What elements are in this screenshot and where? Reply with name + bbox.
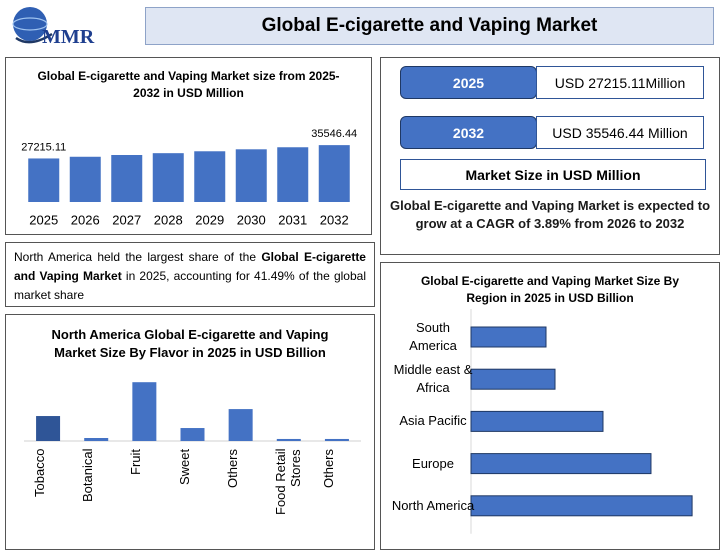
stat-year: 2032 bbox=[400, 116, 537, 149]
panel-market-size: Global E-cigarette and Vaping Market siz… bbox=[5, 57, 372, 235]
chart-area: 27215.11 2025 2026 2027 2028 2029 2030 2031 3554… bbox=[21, 128, 357, 227]
bar bbox=[235, 149, 267, 202]
x-tick-label: Fruit bbox=[128, 449, 144, 475]
x-tick-label: Tobacco bbox=[32, 449, 48, 498]
stat-value: USD 35546.44 Million bbox=[536, 116, 704, 149]
bar bbox=[276, 438, 301, 441]
bar bbox=[470, 326, 547, 348]
value-label: 27215.11 bbox=[21, 141, 66, 153]
bar bbox=[180, 428, 205, 441]
x-tick-label: 2030 bbox=[237, 212, 266, 227]
x-tick-label: 2031 bbox=[278, 212, 307, 227]
bar bbox=[28, 158, 60, 202]
logo-text: MMR bbox=[42, 26, 95, 48]
x-tick-label: 2025 bbox=[29, 212, 58, 227]
x-tick-label: Botanical bbox=[80, 449, 96, 503]
y-tick-label: North America bbox=[391, 497, 475, 513]
chart-area bbox=[470, 309, 693, 534]
panel-share-text: North America held the largest share of … bbox=[5, 242, 375, 307]
value-label: 35546.44 bbox=[311, 128, 357, 140]
bar bbox=[132, 382, 157, 441]
x-tick-label: Food Retail Stores bbox=[272, 449, 303, 516]
y-tick-label: Asia Pacific bbox=[399, 413, 467, 429]
logo: MMR bbox=[8, 4, 108, 48]
bar bbox=[318, 145, 350, 202]
y-tick-label: Europe bbox=[412, 455, 454, 471]
x-tick-label: Others bbox=[320, 449, 336, 489]
logo-globe bbox=[12, 7, 53, 44]
x-tick-label: 2026 bbox=[71, 212, 100, 227]
bar bbox=[36, 416, 61, 441]
bar bbox=[324, 438, 349, 441]
y-tick-label: Middle east & Africa bbox=[393, 362, 473, 396]
bar bbox=[470, 495, 693, 517]
cagr-text: Global E-cigarette and Vaping Market is … bbox=[389, 198, 711, 231]
bar bbox=[84, 438, 109, 441]
x-tick-label: Others bbox=[224, 449, 240, 489]
x-tick-label: 2027 bbox=[112, 212, 141, 227]
x-tick-label: 2032 bbox=[320, 212, 349, 227]
bar bbox=[111, 155, 143, 202]
x-tick-label: 2028 bbox=[154, 212, 183, 227]
bar bbox=[228, 409, 253, 441]
panel-region: Global E-cigarette and Vaping Market Siz… bbox=[380, 262, 720, 550]
share-text: North America held the largest share of … bbox=[14, 250, 262, 264]
y-tick-label: South America bbox=[409, 320, 457, 353]
bar bbox=[152, 153, 184, 202]
bar bbox=[69, 156, 101, 202]
share-text-bold: Global E-cigarette and Vaping Market bbox=[14, 250, 366, 283]
bar bbox=[470, 368, 556, 390]
bar bbox=[277, 147, 309, 202]
share-text: in 2025, accounting for 41.49% of the gl… bbox=[14, 269, 366, 302]
panel-flavor: North America Global E-cigarette and Vap… bbox=[5, 314, 375, 550]
panel-stats: 2025 USD 27215.11Million 2032 USD 35546.… bbox=[380, 57, 720, 255]
chart-title: Global E-cigarette and Vaping Market siz… bbox=[37, 69, 340, 100]
stat-year: 2025 bbox=[400, 66, 537, 99]
stats-caption: Market Size in USD Million bbox=[400, 159, 706, 190]
bar bbox=[194, 151, 226, 202]
chart-title: North America Global E-cigarette and Vap… bbox=[51, 327, 329, 360]
stat-value: USD 27215.11Million bbox=[536, 66, 704, 99]
chart-title: Global E-cigarette and Vaping Market Siz… bbox=[420, 274, 680, 305]
x-tick-label: 2029 bbox=[195, 212, 224, 227]
bar bbox=[470, 410, 604, 432]
x-tick-label: Sweet bbox=[176, 449, 192, 486]
page-title: Global E-cigarette and Vaping Market bbox=[145, 7, 714, 45]
bar bbox=[470, 453, 652, 475]
chart-area bbox=[24, 382, 361, 442]
